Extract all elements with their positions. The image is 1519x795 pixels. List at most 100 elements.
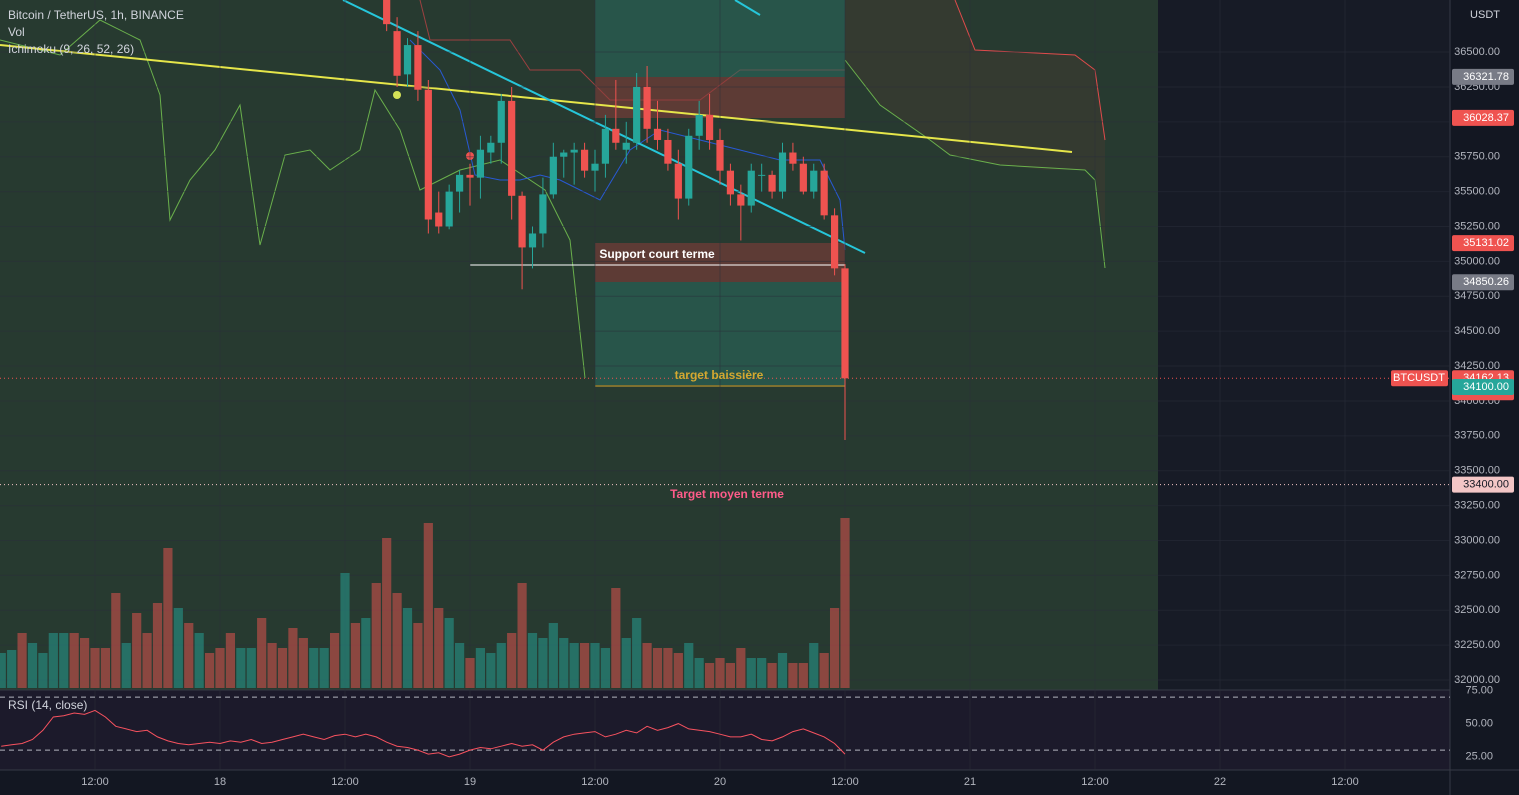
volume-title: Vol [8, 25, 25, 39]
candle-body [497, 100, 505, 143]
candle-body [778, 152, 787, 192]
price-label: 36321.78 [1463, 71, 1509, 83]
candle-body [705, 114, 714, 140]
volume-bar [788, 663, 798, 688]
volume-bar [184, 623, 194, 688]
volume-bar [829, 608, 840, 688]
volume-bar [350, 623, 361, 688]
candle-body [487, 142, 495, 153]
volume-bar [798, 663, 808, 688]
price-label-box [1452, 274, 1514, 291]
candle-body [789, 152, 797, 164]
volume-bar [90, 648, 100, 688]
trend-line [0, 44, 1073, 153]
volume-bar [621, 638, 631, 688]
y-tick-label: 34750.00 [1454, 290, 1500, 302]
x-tick-label: 19 [464, 776, 476, 788]
volume-bar [319, 648, 329, 688]
candle-body [591, 163, 599, 171]
x-tick-label: 22 [1214, 776, 1226, 788]
y-tick-label: 33250.00 [1454, 500, 1500, 512]
price-label: 33400.00 [1463, 479, 1509, 491]
volume-bar [590, 643, 600, 688]
y-tick-label: 32500.00 [1454, 604, 1500, 616]
annotation: target baissière [675, 368, 764, 382]
senkou-b [844, 59, 1106, 269]
y-tick-label: 34250.00 [1454, 360, 1500, 372]
volume-bar [152, 603, 163, 688]
marker [393, 91, 401, 99]
volume-bar [173, 608, 183, 688]
candle-body [799, 163, 807, 192]
price-label: 36028.37 [1463, 112, 1509, 124]
volume-bar [59, 633, 69, 688]
candle-body [768, 174, 776, 192]
trend-line [342, 0, 866, 254]
volume-bar [694, 658, 704, 688]
x-tick-label: 12:00 [831, 776, 859, 788]
volume-bar [392, 593, 402, 688]
x-tick-label: 12:00 [581, 776, 609, 788]
y-tick-label: 33750.00 [1454, 430, 1500, 442]
candle-body [601, 128, 610, 164]
indicator-title: Ichimoku (9, 26, 52, 26) [8, 42, 134, 56]
y-tick-label: 35500.00 [1454, 186, 1500, 198]
candle-body [820, 170, 828, 216]
price-label: 34100.00 [1463, 381, 1509, 393]
volume-bar [27, 643, 38, 688]
volume-bar [100, 648, 111, 688]
candle-body [653, 128, 662, 140]
annotation: Target moyen terme [670, 487, 784, 501]
volume-bar [746, 658, 756, 688]
volume-bar [496, 643, 506, 688]
candle-body [841, 268, 849, 379]
volume-bar [507, 633, 517, 688]
volume-bar [288, 628, 298, 688]
volume-bar [79, 638, 90, 688]
volume-bar [204, 653, 215, 688]
candle-body [830, 215, 839, 269]
candle-body [455, 174, 464, 192]
price-label: 35131.02 [1463, 237, 1509, 249]
rsi-title: RSI (14, close) [8, 698, 87, 712]
y-tick-label: 36500.00 [1454, 46, 1500, 58]
volume-bar [215, 648, 225, 688]
candle-body [466, 174, 474, 178]
candle-body [383, 0, 391, 25]
volume-bar [757, 658, 767, 688]
candle-body [695, 114, 703, 136]
volume-bar [0, 653, 6, 688]
volume-bar [277, 648, 288, 688]
cloud-red [845, 0, 1105, 250]
volume-bar [132, 613, 142, 688]
candle-body [549, 156, 557, 195]
volume-bar [434, 608, 444, 688]
volume-bar [465, 658, 475, 688]
volume-bar [663, 648, 673, 688]
chart-title: Bitcoin / TetherUS, 1h, BINANCE [8, 8, 184, 22]
y-tick-label: 32250.00 [1454, 639, 1500, 651]
candle-body [414, 45, 422, 90]
volume-bar [454, 643, 465, 688]
candle-body [643, 86, 651, 129]
candle-body [622, 142, 630, 150]
candle-body [674, 163, 682, 199]
rsi-tick-label: 75.00 [1465, 684, 1493, 696]
volume-bar [517, 583, 527, 688]
volume-bar [382, 538, 392, 688]
volume-bar [704, 663, 715, 688]
volume-bar [111, 593, 121, 688]
candle-body [737, 194, 745, 206]
senkou-a [954, 0, 1106, 141]
volume-bar [579, 643, 590, 688]
volume-bar [809, 643, 819, 688]
y-tick-label: 32000.00 [1454, 674, 1500, 686]
rsi-tick-label: 25.00 [1465, 751, 1493, 763]
currency: USDT [1470, 9, 1500, 21]
x-tick-label: 12:00 [81, 776, 109, 788]
candle-body [435, 212, 443, 227]
marks [0, 0, 1450, 770]
volume-bar [309, 648, 319, 688]
volume-bar [142, 633, 152, 688]
